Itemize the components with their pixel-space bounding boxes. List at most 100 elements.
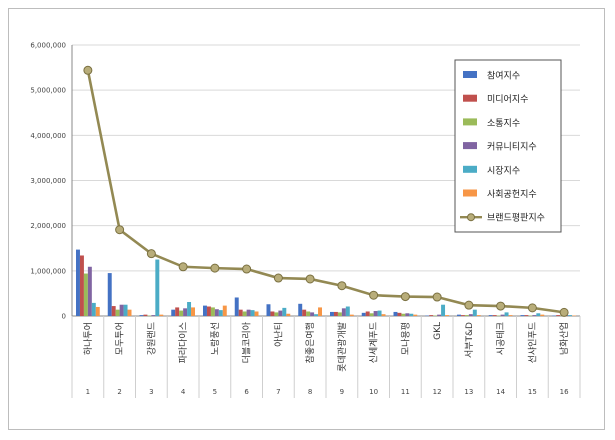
- bar: [433, 315, 438, 317]
- bar: [254, 311, 259, 316]
- bar: [318, 307, 322, 316]
- bar: [397, 312, 402, 316]
- bar: [210, 307, 215, 316]
- bar: [155, 259, 160, 316]
- legend-label: 미디어지수: [487, 94, 528, 105]
- line-point: [337, 281, 347, 291]
- bar: [95, 306, 100, 316]
- category-label: 아난티: [273, 322, 284, 347]
- y-tick-label: 3,000,000: [30, 177, 66, 185]
- bar: [87, 266, 92, 316]
- legend-swatch: [463, 118, 477, 126]
- category-label: 롯데관광개발: [336, 322, 348, 372]
- category-label: GKL: [433, 322, 443, 340]
- bar: [349, 314, 354, 316]
- bar: [222, 305, 227, 316]
- y-tick-label: 1,000,000: [30, 267, 66, 275]
- bar: [532, 315, 537, 316]
- bar: [341, 308, 346, 316]
- bar: [500, 314, 505, 316]
- bar: [572, 315, 576, 317]
- bar: [159, 314, 164, 316]
- bar: [457, 314, 461, 316]
- bar: [413, 314, 418, 316]
- line-point: [400, 292, 410, 302]
- bar: [242, 311, 247, 316]
- bar: [540, 314, 545, 316]
- legend-label: 커뮤니티지수: [487, 142, 537, 153]
- line-point: [369, 290, 379, 300]
- category-label: 더블코리아: [242, 321, 253, 363]
- line-point: [559, 307, 569, 317]
- bar: [333, 311, 338, 316]
- category-label: 하나투어: [83, 322, 94, 355]
- bar: [310, 312, 315, 316]
- category-index: 5: [213, 388, 217, 396]
- y-tick-label: 0: [62, 313, 66, 321]
- line-series: [86, 70, 565, 314]
- bar: [187, 301, 192, 316]
- category-label: 노랑풍선: [209, 322, 221, 355]
- category-index: 4: [181, 388, 186, 396]
- bar: [405, 313, 410, 316]
- bar: [504, 312, 509, 316]
- line-point: [242, 264, 252, 274]
- bar: [441, 304, 446, 316]
- legend-label: 소통지수: [487, 118, 520, 129]
- bar: [524, 315, 529, 316]
- legend-label: 참여지수: [487, 70, 520, 82]
- legend-swatch: [463, 165, 477, 173]
- category-index: 6: [244, 388, 249, 396]
- bar: [381, 314, 386, 316]
- bar: [429, 315, 434, 316]
- bar: [171, 309, 176, 316]
- category-label: 시공테크: [496, 322, 507, 355]
- bar: [496, 315, 501, 317]
- legend-swatch: [463, 189, 477, 197]
- line-point: [178, 262, 188, 272]
- bar: [107, 273, 112, 316]
- legend-swatch: [463, 142, 477, 150]
- bar: [345, 306, 350, 316]
- bar: [127, 309, 132, 316]
- bar: [274, 312, 279, 316]
- category-index: 1: [86, 388, 90, 396]
- category-label: 모두투어: [115, 322, 126, 355]
- bar: [214, 309, 219, 316]
- bar: [488, 315, 493, 316]
- category-label: 참좋은여행: [304, 322, 316, 363]
- category-index: 13: [464, 388, 473, 396]
- category-index: 10: [369, 388, 378, 396]
- legend-label: 시장지수: [487, 165, 520, 176]
- bar: [115, 309, 120, 316]
- bar: [476, 315, 481, 316]
- bar: [528, 315, 533, 317]
- bar: [282, 307, 287, 316]
- bar: [552, 315, 557, 317]
- legend-label: 사회공헌지수: [487, 189, 537, 200]
- category-index: 2: [117, 388, 121, 396]
- category-index: 9: [340, 388, 344, 396]
- bar: [409, 313, 414, 316]
- bar: [191, 307, 195, 316]
- bar: [568, 315, 573, 316]
- bar: [183, 308, 188, 316]
- bar: [250, 310, 255, 316]
- bar: [556, 315, 561, 316]
- bar: [460, 315, 465, 316]
- category-index: 11: [401, 388, 410, 396]
- category-label: 강원랜드: [146, 322, 157, 355]
- legend-label: 브랜드평판지수: [487, 213, 545, 224]
- bar: [286, 313, 291, 316]
- bar: [175, 307, 180, 316]
- bar: [246, 309, 251, 316]
- bar: [238, 309, 243, 316]
- bar: [445, 315, 449, 316]
- line-point: [464, 300, 474, 310]
- bar: [203, 305, 207, 316]
- bar: [147, 315, 152, 317]
- bar: [119, 304, 124, 316]
- legend-line-marker: [467, 213, 475, 222]
- y-tick-label: 2,000,000: [30, 222, 66, 230]
- bar: [179, 310, 184, 316]
